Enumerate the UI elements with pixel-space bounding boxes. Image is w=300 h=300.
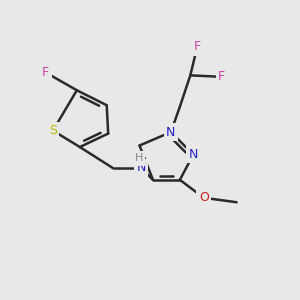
Text: N: N	[136, 161, 146, 174]
Text: F: F	[218, 70, 225, 83]
Text: N: N	[166, 126, 176, 139]
Text: H: H	[134, 153, 143, 164]
Text: F: F	[42, 66, 49, 79]
Text: S: S	[49, 124, 57, 137]
Text: O: O	[199, 191, 209, 204]
Text: N: N	[189, 148, 198, 161]
Text: F: F	[194, 40, 201, 53]
Text: methoxy: methoxy	[238, 201, 244, 202]
